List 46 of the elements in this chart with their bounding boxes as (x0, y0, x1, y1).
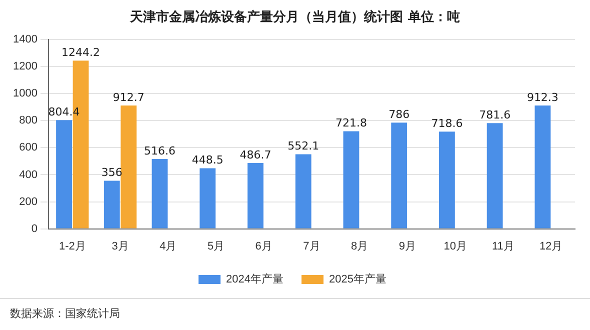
bar (152, 158, 168, 228)
x-tick-label: 10月 (444, 240, 467, 252)
x-tick-label: 7月 (303, 240, 320, 252)
legend-label: 2024年产量 (226, 272, 284, 286)
data-label: 1244.2 (62, 46, 100, 60)
bar (200, 168, 216, 228)
bar (56, 120, 72, 228)
data-label: 448.5 (192, 154, 224, 167)
bar (248, 163, 264, 228)
bar (534, 106, 551, 228)
x-tick-label: 12月 (539, 240, 563, 252)
data-label: 486.7 (240, 148, 272, 162)
x-tick-label: 11月 (492, 240, 514, 252)
legend-label: 2025年产量 (329, 272, 386, 286)
bar (120, 105, 137, 228)
y-tick-label: 600 (19, 142, 38, 154)
x-tick-label: 5月 (207, 240, 225, 252)
y-tick-label: 1400 (12, 34, 38, 46)
bar (104, 180, 120, 228)
y-tick-label: 0 (31, 222, 38, 235)
bar (486, 123, 503, 228)
bar (295, 154, 312, 228)
bar (439, 132, 455, 228)
data-label: 721.8 (335, 116, 367, 130)
data-label: 786 (388, 108, 410, 121)
y-tick-label: 400 (19, 168, 38, 181)
data-label: 552.1 (288, 140, 320, 153)
x-tick-label: 9月 (398, 240, 416, 252)
chart-title: 天津市金属冶炼设备产量分月（当月值）统计图 单位：吨 (128, 8, 461, 26)
x-tick-label: 8月 (351, 240, 368, 252)
x-tick-label: 6月 (255, 240, 272, 252)
y-tick-label: 200 (19, 196, 38, 208)
data-label: 781.6 (479, 108, 511, 122)
data-label: 516.6 (144, 144, 176, 158)
source-note: 数据来源：国家统计局 (10, 306, 120, 321)
y-tick-label: 1200 (12, 60, 38, 73)
x-tick-label: 3月 (112, 240, 129, 252)
data-label: 912.7 (112, 90, 144, 104)
data-label: 912.3 (526, 90, 558, 104)
y-tick-label: 800 (19, 114, 38, 127)
data-label: 718.6 (431, 117, 463, 130)
bar (343, 131, 360, 228)
x-tick-label: 1-2月 (58, 240, 86, 252)
bar (391, 122, 408, 228)
x-tick-label: 4月 (160, 240, 177, 252)
y-tick-label: 1000 (12, 88, 38, 100)
